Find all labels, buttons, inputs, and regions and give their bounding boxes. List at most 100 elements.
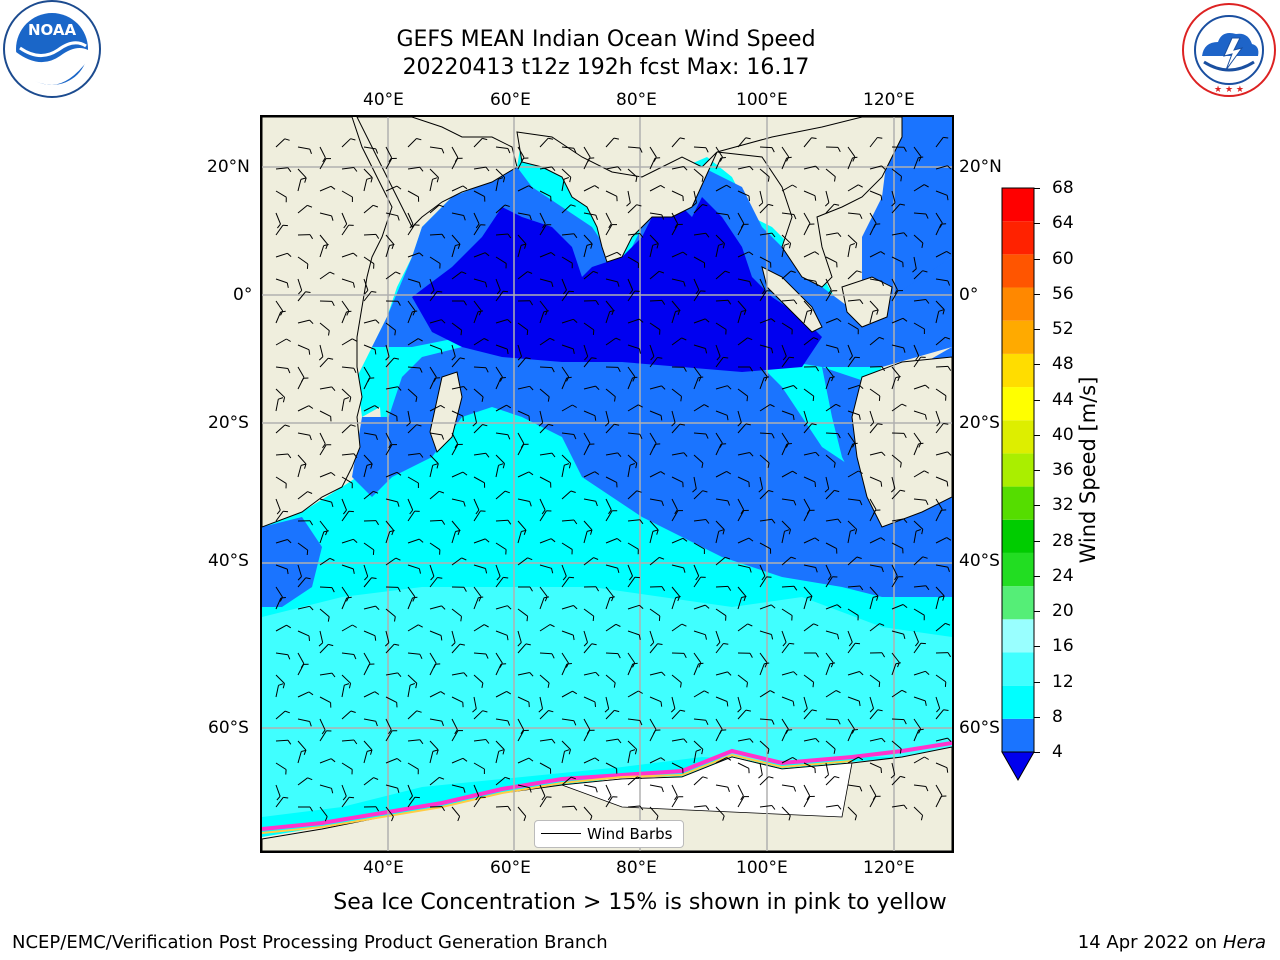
wind-barb-flag (680, 709, 686, 712)
wind-barb (297, 564, 302, 577)
wind-barb (319, 718, 326, 731)
wind-barb (429, 652, 437, 664)
wind-barb (935, 212, 943, 224)
wind-barb-flag (720, 157, 726, 159)
colorbar-tick-label: 16 (1052, 636, 1074, 657)
wind-barb (429, 179, 433, 192)
wind-barb-flag (924, 470, 929, 474)
wind-barb (517, 498, 530, 502)
wind-barb-flag (549, 624, 555, 628)
wind-barb-flag (681, 337, 687, 341)
wind-barb (825, 630, 838, 635)
wind-barb (297, 605, 310, 610)
wind-barb (297, 278, 303, 291)
wind-barb (649, 498, 662, 502)
wind-barb (759, 232, 772, 236)
wind-barb (913, 344, 920, 357)
wind-barb (649, 608, 661, 617)
wind-barb (715, 671, 728, 676)
wind-barb (891, 168, 902, 177)
wind-barb-flag (418, 568, 421, 574)
wind-barb-flag (484, 538, 490, 543)
colorbar-extend-triangle (1001, 751, 1035, 782)
wind-barb-flag (306, 550, 309, 556)
wind-barb (539, 538, 552, 544)
wind-barb (671, 137, 681, 148)
wind-barb (715, 212, 728, 216)
wind-barb (605, 498, 612, 511)
wind-barb-flag (416, 138, 422, 141)
wind-barb (649, 322, 661, 331)
wind-barb (803, 597, 808, 610)
wind-barb-flag (770, 604, 776, 609)
wind-barb (627, 542, 639, 550)
wind-barb (363, 454, 373, 465)
wind-barb-flag (770, 318, 776, 323)
wind-barb (363, 740, 373, 751)
wind-barb-flag (482, 424, 488, 427)
colorbar-bin (1002, 287, 1034, 321)
wind-barb-flag (308, 405, 314, 409)
wind-barb (671, 623, 683, 632)
wind-barb (627, 690, 639, 698)
wind-barb-flag (652, 243, 658, 246)
wind-barb-flag (912, 268, 917, 273)
wind-barb-flag (616, 538, 622, 542)
wind-barb (539, 252, 552, 258)
wind-barb (583, 146, 591, 158)
wind-barb-flag (388, 443, 392, 449)
wind-barb (539, 212, 546, 225)
wind-barb (671, 190, 684, 197)
wind-barb-flag (656, 815, 659, 821)
wind-barb-flag (683, 567, 686, 573)
wind-barb (935, 388, 947, 397)
wind-barb-flag (604, 422, 610, 427)
wind-barb (495, 344, 508, 350)
wind-barb-flag (723, 356, 729, 359)
wind-barb (605, 300, 614, 311)
wind-barb-flag (350, 138, 356, 141)
wind-barb (495, 605, 508, 610)
wind-barb-flag (830, 662, 836, 665)
wind-barb (539, 452, 552, 456)
wind-barb (275, 338, 287, 346)
wind-barb (407, 138, 417, 148)
wind-barb (605, 311, 611, 324)
wind-barb (385, 696, 397, 703)
wind-barb (891, 776, 901, 786)
wind-barb-flag (768, 490, 774, 493)
wind-barb-flag (903, 804, 908, 810)
colorbar-bin (1002, 453, 1034, 487)
wind-barb (737, 388, 748, 397)
wind-barb (517, 245, 522, 258)
wind-barb (715, 608, 727, 617)
wind-barb (517, 630, 522, 643)
wind-barb-flag (946, 481, 949, 487)
wind-barb (671, 388, 682, 397)
wind-barb (539, 424, 549, 434)
wind-barb (869, 251, 881, 258)
wind-barb-flag (636, 490, 642, 493)
wind-barb (627, 204, 637, 214)
wind-barb (561, 344, 574, 350)
wind-barb-flag (852, 156, 858, 159)
footer-host: Hera (1222, 932, 1266, 953)
wind-barb (693, 519, 706, 522)
wind-barb (605, 784, 612, 797)
wind-barb-flag (329, 557, 335, 561)
wind-barb-flag (384, 642, 390, 647)
wind-barb-flag (517, 642, 522, 647)
wind-barb (825, 190, 830, 203)
wind-barb-flag (529, 787, 532, 793)
wind-barb-flag (811, 423, 817, 426)
wind-barb-flag (833, 462, 836, 468)
lat-label-left: 40°S (208, 551, 249, 571)
wind-barb-flag (298, 290, 303, 295)
colorbar-tick-mark (1034, 540, 1040, 542)
wind-barb-flag (441, 434, 445, 440)
wind-barb (913, 470, 925, 478)
wind-barb (583, 245, 588, 258)
wind-barb (715, 630, 721, 643)
wind-barb-flag (792, 470, 798, 475)
wind-barb-flag (276, 795, 281, 801)
